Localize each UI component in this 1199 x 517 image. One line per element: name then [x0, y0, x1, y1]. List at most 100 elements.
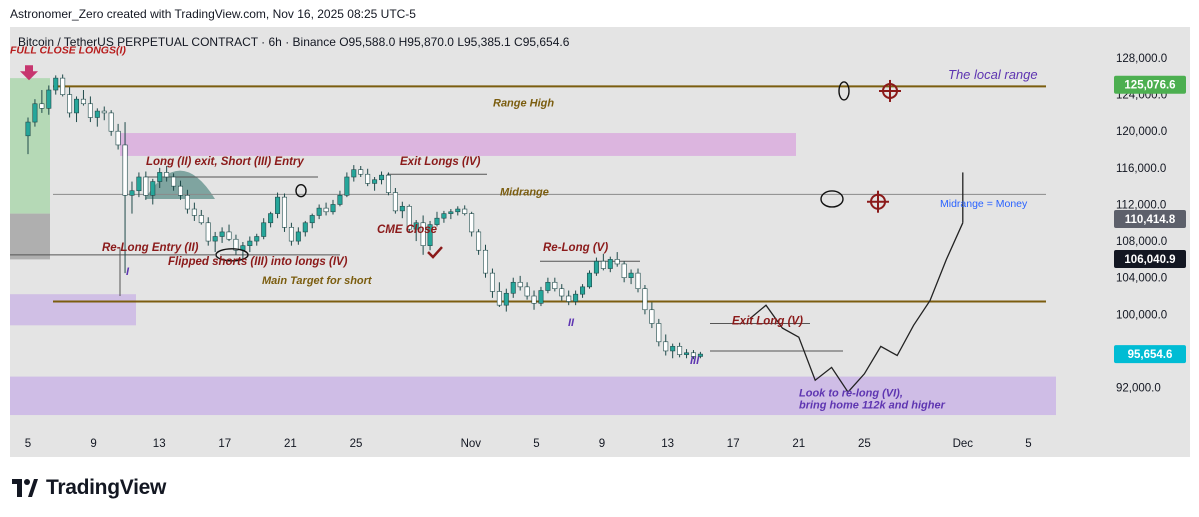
- candle-body: [344, 176, 350, 196]
- grey-zone: [10, 213, 50, 260]
- price-label: 125,076.6: [1124, 80, 1175, 92]
- annotation-label: Main Target for short: [262, 275, 373, 287]
- candle-body: [74, 98, 80, 114]
- candle-body: [108, 112, 114, 132]
- annotation-label: Long (II) exit, Short (III) Entry: [146, 156, 304, 168]
- annotation-label: II: [568, 317, 575, 329]
- candle-body: [32, 103, 38, 123]
- candle-body: [517, 281, 523, 288]
- hand-drawn-oval-icon: [820, 190, 844, 208]
- candle-body: [427, 224, 433, 246]
- price-label: 106,040.9: [1124, 254, 1175, 266]
- candle-body: [122, 144, 128, 196]
- candle-body: [586, 272, 592, 288]
- x-tick-label: 5: [533, 438, 539, 450]
- annotation-label: III: [690, 355, 700, 367]
- checkmark-icon: [427, 246, 443, 259]
- annotation-label: Exit Long (V): [732, 315, 803, 327]
- x-tick-label: 21: [792, 438, 805, 450]
- candle-body: [60, 77, 66, 95]
- candle-body: [462, 208, 468, 214]
- candle-body: [205, 222, 211, 242]
- candle-body: [191, 208, 197, 216]
- candle-body: [150, 181, 156, 196]
- x-tick-label: 9: [90, 438, 96, 450]
- candle-body: [573, 293, 579, 302]
- candle-body: [476, 231, 482, 251]
- candle-body: [663, 341, 669, 352]
- candle-body: [649, 309, 655, 324]
- candle-body: [628, 272, 634, 278]
- candle-body: [254, 236, 260, 242]
- tradingview-logo-icon: [12, 479, 38, 497]
- candle-body: [226, 231, 232, 240]
- candle-body: [545, 281, 551, 291]
- x-tick-label: 25: [858, 438, 871, 450]
- candle-body: [268, 213, 274, 224]
- candle-body: [129, 190, 135, 196]
- candle-body: [670, 346, 676, 352]
- candle-body: [510, 281, 516, 294]
- x-tick-label: Dec: [953, 438, 974, 450]
- candle-body: [684, 352, 690, 355]
- annotation-label: Range High: [493, 98, 554, 110]
- candle-body: [80, 98, 86, 105]
- candle-body: [385, 174, 391, 193]
- candle-body: [281, 196, 287, 228]
- y-tick-label: 120,000.0: [1116, 126, 1167, 138]
- candle-body: [399, 205, 405, 212]
- candle-body: [136, 176, 142, 192]
- annotation-label: Flipped shorts (III) into longs (IV): [168, 256, 348, 268]
- candle-body: [295, 231, 301, 242]
- y-tick-label: 128,000.0: [1116, 53, 1167, 65]
- annotation-label: I: [126, 266, 130, 278]
- x-tick-label: 17: [218, 438, 231, 450]
- candle-body: [607, 259, 613, 269]
- candle-body: [46, 89, 52, 109]
- distribution-cloud: [145, 170, 215, 199]
- candlestick-chart[interactable]: FULL CLOSE LONGS(I) The local range Range …: [10, 27, 1190, 457]
- candle-body: [559, 288, 565, 297]
- candle-body: [552, 281, 558, 289]
- candle-body: [101, 110, 107, 114]
- candle-body: [171, 176, 177, 187]
- annotation-label: Midrange: [500, 186, 549, 198]
- annotation-label: bring home 112k and higher: [799, 400, 946, 412]
- candle-body: [690, 352, 696, 357]
- candle-body: [178, 185, 184, 196]
- candle-body: [323, 207, 329, 213]
- chart-area[interactable]: FULL CLOSE LONGS(I) The local range Range …: [10, 27, 1190, 457]
- candle-body: [434, 217, 440, 225]
- price-label-box: [1114, 345, 1186, 364]
- hand-drawn-oval-icon: [838, 81, 850, 101]
- candle-body: [53, 77, 59, 91]
- candle-body: [455, 208, 461, 213]
- candle-body: [330, 204, 336, 213]
- candle-body: [600, 260, 606, 269]
- candle-body: [302, 222, 308, 233]
- y-tick-label: 92,000.0: [1116, 383, 1161, 395]
- candle-body: [524, 286, 530, 297]
- candle-body: [316, 207, 322, 216]
- annotation-label: Re-Long (V): [543, 242, 608, 254]
- candle-body: [420, 222, 426, 246]
- purple-buy-zone: [10, 376, 1056, 416]
- candle-body: [635, 272, 641, 289]
- price-label: 95,654.6: [1128, 349, 1173, 361]
- candle-body: [219, 231, 225, 237]
- annotation-label: CME Close: [377, 224, 438, 236]
- y-tick-label: 112,000.0: [1116, 199, 1166, 211]
- annotation-label: Midrange = Money: [940, 198, 1028, 210]
- candle-body: [448, 211, 454, 214]
- candle-body: [164, 172, 170, 178]
- annotation-label: Look to re-long (VI),: [799, 388, 903, 400]
- y-tick-label: 100,000.0: [1116, 309, 1167, 321]
- candle-body: [212, 236, 218, 242]
- candle-body: [642, 288, 648, 311]
- candle-body: [697, 353, 703, 357]
- x-tick-label: 13: [153, 438, 166, 450]
- candle-body: [566, 295, 572, 302]
- candle-body: [261, 222, 267, 237]
- candle-body: [39, 103, 45, 109]
- candle-body: [614, 259, 620, 265]
